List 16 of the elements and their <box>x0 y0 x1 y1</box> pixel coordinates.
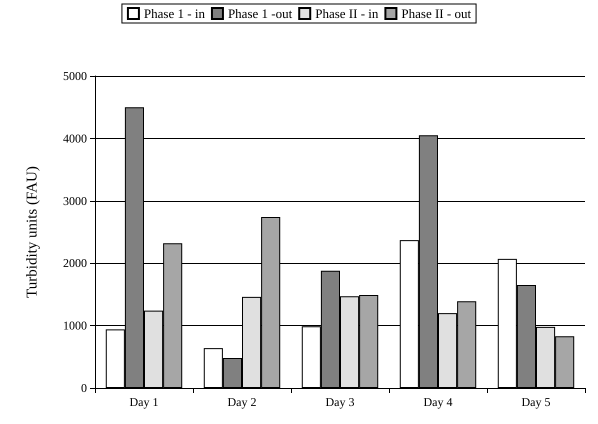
x-tick-label: Day 4 <box>424 395 452 409</box>
x-tick-label: Day 3 <box>326 395 354 409</box>
legend-label: Phase II - out <box>401 6 472 21</box>
y-tick-label: 1000 <box>63 318 87 333</box>
x-tick-label: Day 5 <box>522 395 550 409</box>
legend-label: Phase 1 - in <box>144 6 206 21</box>
y-tick-label: 2000 <box>63 256 87 270</box>
y-axis-title: Turbidity units (FAU) <box>24 166 40 298</box>
legend-label: Phase 1 -out <box>228 6 293 21</box>
y-tick-label: 0 <box>81 381 87 395</box>
x-tick-label: Day 2 <box>228 395 256 409</box>
y-tick-label: 3000 <box>63 194 87 208</box>
x-tick-label: Day 1 <box>130 395 158 409</box>
legend-label: Phase II - in <box>315 6 379 21</box>
y-tick-label: 5000 <box>63 69 87 83</box>
y-tick-label: 4000 <box>63 131 87 146</box>
